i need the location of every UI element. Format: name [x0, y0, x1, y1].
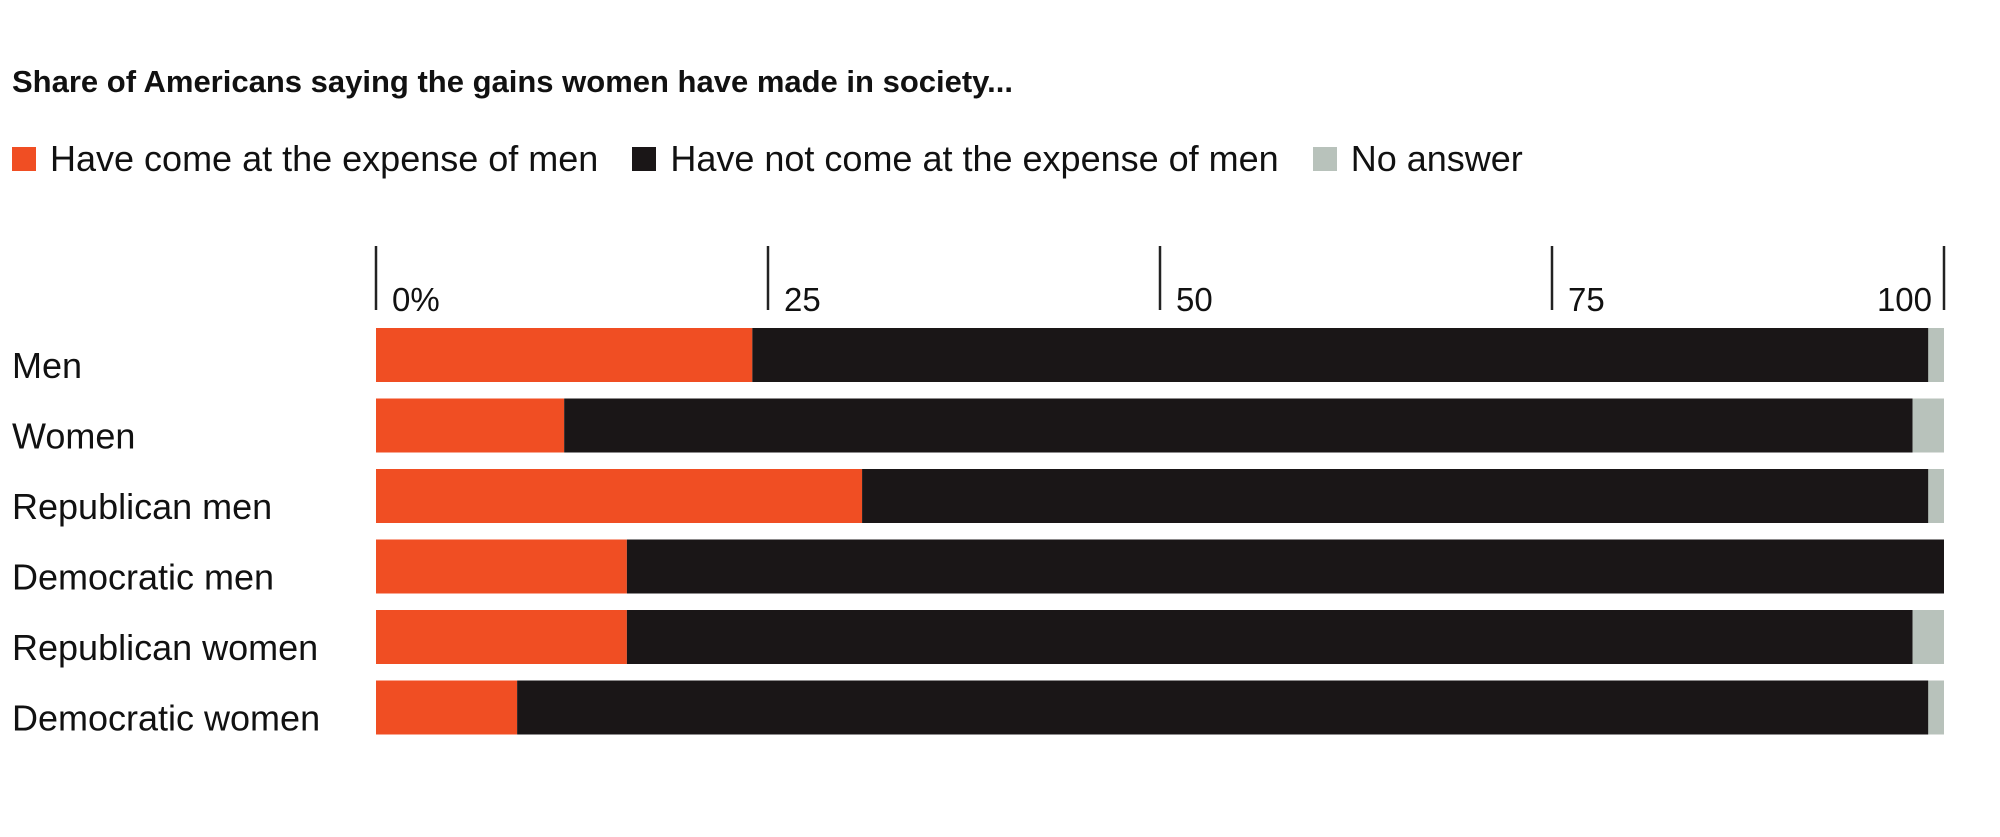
- legend-swatch-no-answer: [1312, 147, 1337, 171]
- category-label: Democratic men: [12, 557, 274, 598]
- legend-swatch-expense: [12, 147, 36, 171]
- category-label: Republican men: [12, 486, 272, 527]
- category-label: Men: [12, 345, 82, 386]
- legend-label-expense: Have come at the expense of men: [50, 138, 599, 179]
- bar-segment: [376, 680, 518, 735]
- legend-item-expense: Have come at the expense of men: [12, 138, 598, 180]
- x-tick-label: 0%: [392, 281, 440, 318]
- category-label: Women: [12, 416, 135, 457]
- bar-segment: [376, 610, 627, 664]
- bar-segment: [564, 398, 1913, 453]
- legend-label-not-expense: Have not come at the expense of men: [670, 138, 1279, 179]
- bar-segment: [862, 469, 1929, 523]
- bar-segment: [376, 328, 753, 382]
- bar-segment: [1912, 610, 1944, 664]
- category-label: Democratic women: [12, 698, 320, 739]
- legend: Have come at the expense of men Have not…: [12, 138, 1557, 180]
- bar-segment: [1928, 680, 1944, 735]
- bar-segment: [376, 398, 565, 453]
- x-tick-label: 50: [1176, 281, 1213, 318]
- bar-segment: [1928, 328, 1944, 382]
- bar-segment: [626, 610, 1913, 664]
- legend-item-not-expense: Have not come at the expense of men: [632, 138, 1279, 180]
- bar-segment: [1912, 398, 1944, 453]
- legend-swatch-not-expense: [632, 147, 657, 171]
- bar-segment: [376, 469, 863, 523]
- bar-segment: [626, 539, 1944, 594]
- chart-title: Share of Americans saying the gains wome…: [12, 64, 1013, 99]
- bar-segment: [1928, 469, 1944, 523]
- legend-label-no-answer: No answer: [1350, 138, 1523, 179]
- category-label: Republican women: [12, 627, 318, 668]
- x-tick-label: 25: [784, 281, 821, 318]
- x-tick-label: 100: [1877, 281, 1932, 318]
- legend-item-no-answer: No answer: [1312, 138, 1523, 180]
- x-tick-label: 75: [1568, 281, 1605, 318]
- bar-segment: [517, 680, 1929, 735]
- bar-segment: [376, 539, 627, 594]
- bar-segment: [752, 328, 1929, 382]
